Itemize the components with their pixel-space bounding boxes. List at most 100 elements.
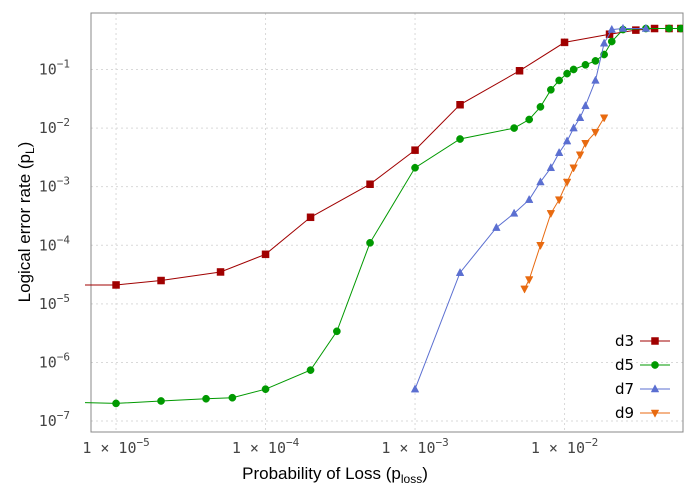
series-line-d5	[85, 28, 681, 404]
legend-marker	[651, 361, 659, 369]
data-point-d9	[599, 114, 609, 123]
data-point-d7	[524, 194, 534, 203]
data-point-d7	[546, 163, 556, 172]
data-point-d5	[202, 394, 210, 403]
data-point-d3	[366, 180, 374, 188]
data-point-d5	[591, 57, 600, 65]
data-point-d7	[536, 177, 545, 186]
data-point-d7	[607, 24, 616, 33]
data-point-d7	[618, 23, 628, 32]
data-point-d7	[591, 75, 600, 84]
series-line-d3	[85, 28, 681, 286]
legend-label: d5	[615, 356, 634, 374]
legend-marker	[651, 337, 659, 345]
legend-item-d7: d7	[615, 380, 670, 398]
data-point-d3	[456, 100, 464, 109]
legend-marker	[650, 409, 660, 418]
data-point-d9	[520, 285, 529, 294]
legend-item-d5: d5	[615, 356, 670, 374]
y-tick-label: 10−6	[39, 350, 70, 371]
series-d9	[520, 114, 609, 294]
data-point-d5	[536, 103, 545, 111]
data-point-d3	[560, 38, 569, 47]
x-tick-label: 1 × 10−3	[381, 436, 448, 457]
y-tick-label: 10−5	[39, 292, 70, 313]
data-point-d5	[261, 385, 270, 394]
legend-item-d9: d9	[615, 404, 670, 422]
data-point-d9	[524, 276, 534, 285]
series-group	[67, 23, 683, 408]
data-point-d9	[562, 178, 572, 187]
data-point-d5	[581, 60, 590, 69]
x-tick-label: 1 × 10−4	[232, 436, 300, 457]
data-point-d5	[607, 37, 616, 46]
data-point-d5	[525, 115, 534, 124]
y-axis-label: Logical error rate (pL)	[15, 142, 37, 303]
data-point-d9	[536, 242, 545, 250]
data-point-d9	[546, 210, 556, 219]
data-point-d9	[554, 196, 564, 205]
data-point-d7	[599, 38, 609, 47]
data-point-d5	[677, 24, 683, 33]
data-point-d7	[410, 384, 420, 393]
data-point-d7	[569, 123, 578, 132]
data-point-d7	[562, 136, 572, 145]
data-point-d5	[665, 24, 673, 33]
data-point-d5	[306, 366, 315, 374]
data-point-d5	[228, 393, 237, 402]
data-point-d5	[563, 69, 571, 78]
series-d3	[68, 24, 683, 289]
x-tick-label: 1 × 10−2	[531, 436, 598, 457]
data-point-d5	[112, 399, 120, 408]
data-point-d7	[492, 222, 501, 231]
y-tick-label: 10−3	[39, 175, 70, 196]
legend-label: d3	[615, 332, 634, 350]
legend-item-d3: d3	[615, 332, 670, 350]
data-point-d7	[509, 208, 519, 217]
x-tick-label: 1 × 10−5	[82, 436, 149, 457]
data-point-d3	[306, 213, 315, 222]
data-point-d9	[581, 140, 590, 149]
data-point-d5	[555, 76, 563, 85]
data-point-d9	[569, 164, 578, 173]
data-point-d5	[333, 327, 341, 336]
tick-labels: 1 × 10−5 1 × 10−4 1 × 10−3 1 × 10−2 10−7 10−6…	[39, 57, 599, 457]
series-d7	[410, 23, 651, 393]
legend-label: d9	[615, 404, 634, 422]
grid	[91, 13, 683, 432]
data-point-d3	[632, 26, 640, 34]
data-point-d9	[591, 128, 600, 137]
data-point-d5	[366, 238, 374, 247]
series-line-d7	[414, 28, 646, 390]
data-point-d5	[67, 399, 74, 406]
legend: d3 d5 d7 d9	[615, 332, 670, 422]
data-point-d5	[411, 163, 419, 172]
data-point-d3	[112, 281, 120, 289]
data-point-d7	[455, 267, 465, 276]
legend-marker	[650, 384, 660, 393]
data-point-d3	[216, 268, 225, 276]
y-tick-label: 10−7	[39, 409, 70, 430]
y-tick-label: 10−4	[39, 233, 71, 254]
legend-label: d7	[615, 380, 634, 398]
x-axis-label: Probability of Loss (ploss)	[242, 464, 428, 486]
data-point-d9	[575, 151, 585, 160]
data-point-d7	[641, 23, 651, 32]
data-point-d5	[456, 135, 464, 143]
y-tick-label: 10−2	[39, 116, 70, 137]
data-point-d5	[157, 397, 165, 405]
data-point-d3	[261, 250, 270, 259]
series-d5	[67, 24, 683, 408]
data-point-d3	[157, 276, 165, 285]
data-point-d7	[581, 101, 590, 110]
data-point-d5	[510, 124, 518, 132]
data-point-d5	[569, 65, 578, 74]
data-point-d7	[575, 113, 585, 121]
y-tick-label: 10−1	[39, 57, 70, 78]
data-point-d7	[554, 147, 564, 156]
data-point-d5	[547, 85, 555, 94]
data-point-d3	[515, 67, 524, 75]
data-point-d3	[68, 281, 75, 288]
data-point-d3	[411, 146, 419, 154]
